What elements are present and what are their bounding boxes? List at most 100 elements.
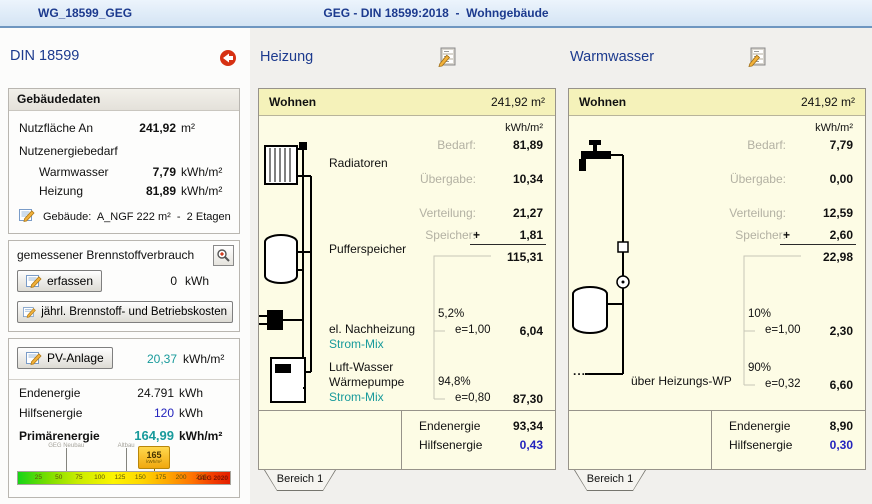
pump-icon <box>616 275 630 289</box>
aux-energy-label: Hilfsenergie <box>419 438 483 452</box>
generator1-value: 2,30 <box>829 324 853 338</box>
energy-scale: GEG Neubau Altbau 165 kWh/m² 25 50 75 10… <box>17 443 231 485</box>
need-label: Bedarf: <box>747 138 786 152</box>
storage-sum-line: + 2,60 <box>780 228 856 245</box>
footer-divider <box>711 411 712 470</box>
scale-marker-geg-neubau: GEG Neubau <box>48 443 84 472</box>
needs-sum: 115,31 <box>506 250 543 264</box>
scale-tick: 50 <box>55 474 63 481</box>
edit-icon <box>26 274 42 288</box>
storage-label: Speicher: <box>425 228 476 242</box>
distribution-value: 21,27 <box>512 206 543 220</box>
aux-energy-row: Hilfsenergie 120 kWh <box>19 406 231 420</box>
radiator-icon <box>264 142 311 185</box>
energy-scale-bar: 25 50 75 100 125 150 175 200 225 GEG 202… <box>17 471 231 485</box>
generator2-efactor: e=0,32 <box>765 378 801 390</box>
dhw-tab-bereich1[interactable]: Bereich 1 <box>574 470 646 491</box>
need-value: 81,89 <box>512 138 543 152</box>
heating-need-row: Heizung 81,89 kWh/m² <box>19 184 233 198</box>
storage-value: 1,81 <box>519 228 543 242</box>
fuel-detail-button[interactable] <box>213 245 234 266</box>
generator1-name: el. Nachheizung <box>329 322 416 336</box>
need-value: 7,79 <box>829 138 853 152</box>
need-label: Bedarf: <box>437 138 476 152</box>
final-energy-value: 8,90 <box>829 419 853 433</box>
pv-yield-unit: kWh/m² <box>183 352 225 366</box>
needs-row: Nutzenergiebedarf <box>19 144 233 158</box>
scale-tick: 100 <box>94 474 106 481</box>
dhw-edit-button[interactable] <box>746 46 768 71</box>
final-energy-label: Endenergie <box>419 419 481 433</box>
primary-energy-label: Primärenergie <box>19 429 100 443</box>
scale-marker-altbau: Altbau <box>118 443 135 472</box>
left-sidebar: DIN 18599 Gebäudedaten Nutzfläche An 241… <box>0 28 250 504</box>
building-data-header: Gebäudedaten <box>9 89 239 111</box>
transfer-value: 0,00 <box>829 172 853 186</box>
primary-energy-value: 164,99 <box>134 428 174 443</box>
pv-button[interactable]: PV-Anlage <box>17 347 113 369</box>
heating-zone-header: Wohnen 241,92 m² <box>259 89 555 116</box>
edit-icon <box>19 208 35 226</box>
switch-norm-icon[interactable] <box>219 49 237 70</box>
aux-energy-label: Hilfsenergie <box>19 406 83 420</box>
transfer-value: 10,34 <box>512 172 543 186</box>
record-fuel-button[interactable]: erfassen <box>17 270 103 292</box>
generator1-efactor: e=1,00 <box>765 324 801 336</box>
dhw-need-unit: kWh/m² <box>181 165 223 179</box>
heating-diagram-area: kWh/m² Bedarf: 81,89 Übergabe: 10,34 Ver… <box>259 116 555 410</box>
distribution-label: Verteilung: <box>419 206 476 220</box>
water-tap-icon <box>579 140 623 171</box>
building-data-box: Gebäudedaten Nutzfläche An 241,92 m² Nut… <box>8 88 240 234</box>
final-energy-label: Endenergie <box>19 386 81 400</box>
plus-sign: + <box>473 228 481 242</box>
scale-tick: 75 <box>75 474 83 481</box>
heating-edit-button[interactable] <box>436 46 458 71</box>
area-value: 241,92 <box>139 121 176 135</box>
divider <box>9 379 239 380</box>
unit-header: kWh/m² <box>815 122 853 134</box>
electric-plug-icon <box>259 310 303 330</box>
area-row: Nutzfläche An 241,92 m² <box>19 121 233 135</box>
generator2-share: 94,8% <box>438 376 471 388</box>
badge-stem <box>153 468 155 472</box>
badge-value: 165 <box>146 449 162 460</box>
dhw-schematic <box>572 140 801 386</box>
continuation-dots: .... <box>573 364 591 378</box>
dhw-section-title: Warmwasser <box>570 49 655 65</box>
document-title: GEG - DIN 18599:2018 - Wohngebäude <box>323 6 549 20</box>
project-name: WG_18599_GEG <box>38 6 133 20</box>
tab-label: Bereich 1 <box>265 470 335 490</box>
dhw-diagram-area: kWh/m² Bedarf: 7,79 Übergabe: 0,00 Verte… <box>569 116 865 410</box>
heating-need-label: Heizung <box>39 184 84 198</box>
heat-pump-icon <box>270 357 311 403</box>
scale-tick: 200 <box>175 474 187 481</box>
building-info-row[interactable]: Gebäude: A_NGF 222 m² - 2 Etagen <box>19 208 233 226</box>
storage-sum-line: + 1,81 <box>470 228 546 245</box>
final-energy-row: Endenergie 24.791 kWh <box>19 386 231 400</box>
heating-panel: Wohnen 241,92 m² <box>258 88 556 470</box>
buffer-tank-icon <box>264 234 311 284</box>
generator2-efactor: e=0,80 <box>455 392 491 404</box>
fuel-title: gemessener Brennstoffverbrauch <box>17 248 195 262</box>
annual-costs-button[interactable]: jährl. Brennstoff- und Betriebskosten <box>17 301 233 323</box>
heating-tab-bereich1[interactable]: Bereich 1 <box>264 470 336 491</box>
transfer-label: Übergabe: <box>419 172 476 186</box>
heating-footer: Endenergie 93,34 Hilfsenergie 0,43 <box>259 410 555 470</box>
dhw-need-label: Warmwasser <box>39 165 109 179</box>
generator1-share: 5,2% <box>438 308 465 320</box>
distribution-label: Verteilung: <box>729 206 786 220</box>
final-energy-value: 24.791 <box>137 386 174 400</box>
transfer-label: Übergabe: <box>729 172 786 186</box>
generator2-energy: Strom-Mix <box>329 390 384 404</box>
fuel-unit: kWh <box>185 274 209 288</box>
generator1-efactor: e=1,00 <box>455 324 491 336</box>
edit-list-icon <box>438 47 456 67</box>
generator2-value: 6,60 <box>829 378 853 392</box>
dhw-panel: Wohnen 241,92 m² <box>568 88 866 470</box>
pv-yield-value: 20,37 <box>146 352 177 366</box>
storage-value: 2,60 <box>829 228 853 242</box>
final-energy-label: Endenergie <box>729 419 791 433</box>
heating-need-value: 81,89 <box>145 184 176 198</box>
scale-tick: 125 <box>114 474 126 481</box>
needs-label: Nutzenergiebedarf <box>19 144 118 158</box>
